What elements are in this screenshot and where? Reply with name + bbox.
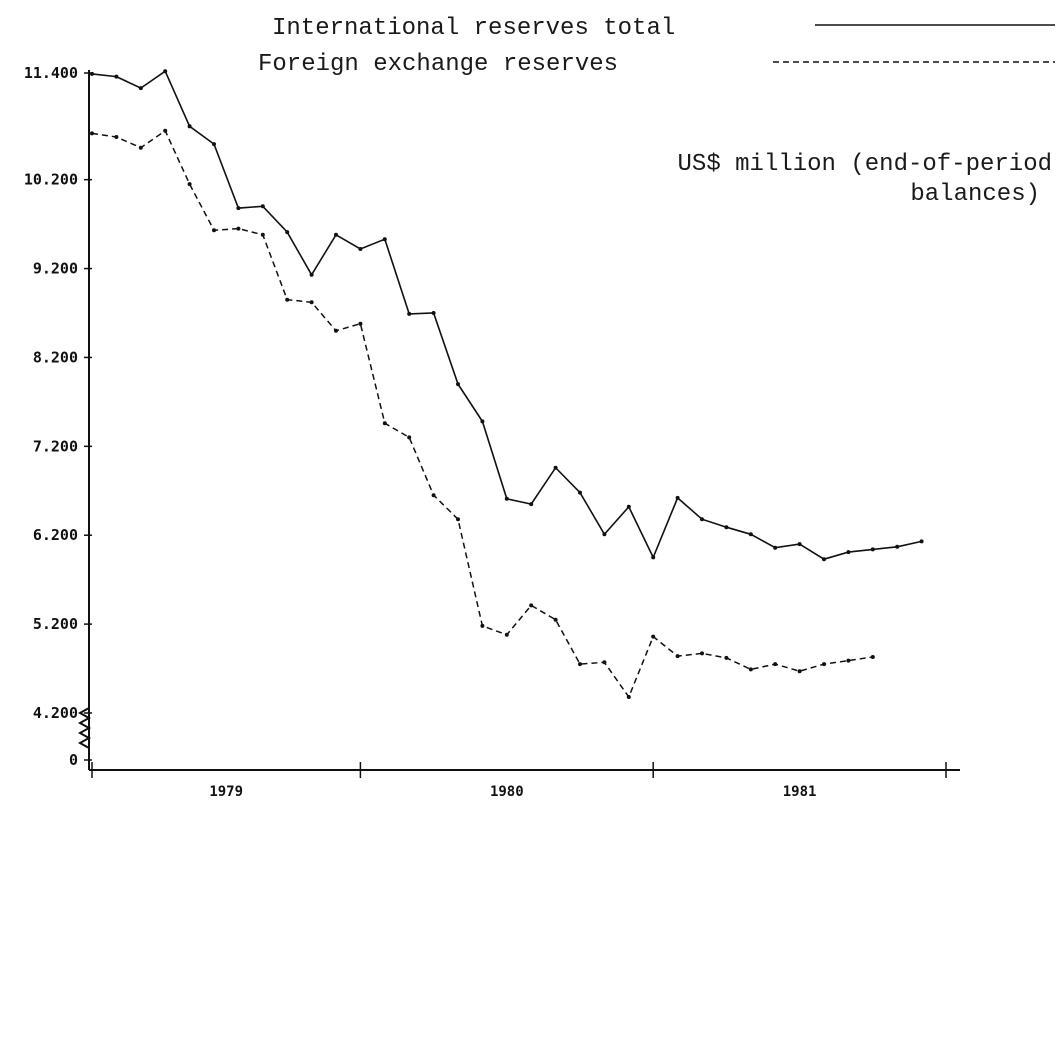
data-point-fx — [138, 145, 143, 150]
x-tick-label: 1979 — [209, 784, 243, 800]
series-line-fx — [91, 129, 873, 699]
unit-note-line-2: balances) — [910, 181, 1040, 208]
data-point-fx — [773, 662, 778, 667]
data-point-fx — [212, 228, 216, 233]
data-point-total — [358, 247, 363, 251]
data-point-fx — [407, 435, 412, 440]
data-point-total — [626, 504, 631, 509]
data-point-total — [431, 311, 436, 315]
y-tick-label: 0 — [69, 751, 78, 769]
data-point-fx — [675, 654, 680, 659]
data-point-fx — [602, 660, 607, 665]
y-tick-label: 7.200 — [33, 437, 78, 455]
data-point-fx — [504, 632, 509, 637]
data-point-total — [407, 311, 412, 316]
unit-note: US$ million (end-of-period balances) — [678, 151, 1052, 208]
legend: International reserves total Foreign exc… — [258, 15, 1055, 78]
data-point-fx — [236, 226, 241, 231]
data-point-total — [724, 525, 729, 530]
y-ticks: 11.400 10.200 9.200 8.200 7.200 6.200 5.200 4.2… — [24, 64, 92, 769]
data-point-total — [236, 206, 241, 211]
data-point-total — [90, 71, 94, 76]
data-point-total — [773, 545, 778, 550]
y-tick-label: 5.200 — [33, 615, 78, 633]
data-point-fx — [626, 695, 631, 699]
data-point-total — [700, 517, 704, 522]
data-point-total — [456, 382, 460, 387]
data-point-fx — [529, 603, 534, 608]
data-point-fx — [382, 421, 387, 426]
data-point-total — [602, 532, 607, 537]
legend-label-total: International reserves total — [272, 15, 675, 42]
x-tick-label: 1981 — [783, 784, 817, 800]
y-tick-label: 10.200 — [24, 171, 78, 189]
data-point-total — [870, 547, 875, 552]
data-point-total — [138, 86, 143, 91]
data-point-total — [260, 204, 265, 209]
data-point-fx — [748, 667, 753, 672]
data-point-fx — [187, 182, 192, 187]
data-point-total — [163, 69, 168, 74]
data-point-total — [553, 465, 558, 470]
data-point-fx — [114, 135, 119, 139]
data-point-total — [504, 496, 509, 501]
data-point-fx — [358, 321, 363, 326]
data-point-fx — [334, 328, 338, 333]
series-layer — [90, 69, 924, 699]
data-point-fx — [431, 493, 436, 498]
data-point-fx — [846, 658, 851, 663]
data-point-total — [212, 142, 216, 147]
data-point-total — [187, 124, 192, 129]
data-point-fx — [480, 623, 485, 628]
y-tick-label: 6.200 — [33, 526, 78, 544]
data-point-fx — [260, 232, 265, 237]
data-point-fx — [651, 634, 656, 639]
data-point-fx — [578, 662, 582, 667]
data-point-total — [919, 539, 924, 544]
data-point-fx — [553, 617, 558, 622]
y-tick-label: 9.200 — [33, 260, 78, 278]
data-point-fx — [870, 655, 875, 659]
series-line-total — [91, 69, 922, 561]
x-tick-label: 1980 — [490, 784, 524, 800]
y-tick-label: 11.400 — [24, 64, 78, 82]
data-point-total — [529, 502, 534, 507]
data-point-fx — [456, 517, 460, 522]
data-point-fx — [700, 651, 704, 656]
legend-label-fx: Foreign exchange reserves — [258, 51, 618, 78]
data-point-total — [285, 230, 290, 235]
data-point-total — [114, 74, 119, 79]
data-point-total — [822, 557, 826, 562]
y-axis-break — [77, 707, 92, 749]
axes — [77, 70, 960, 771]
data-point-total — [651, 555, 656, 560]
y-tick-label: 4.200 — [33, 704, 78, 722]
y-tick-label: 8.200 — [33, 348, 78, 366]
data-point-fx — [724, 655, 729, 660]
data-point-fx — [90, 131, 94, 136]
data-point-total — [578, 490, 582, 495]
data-point-fx — [822, 662, 826, 667]
data-point-total — [480, 419, 485, 424]
data-point-fx — [309, 300, 314, 305]
data-point-total — [748, 532, 753, 537]
data-point-total — [846, 550, 851, 555]
data-point-fx — [797, 669, 802, 674]
data-point-total — [895, 544, 900, 549]
unit-note-line-1: US$ million (end-of-period — [678, 151, 1052, 178]
data-point-fx — [163, 128, 168, 133]
data-point-total — [382, 237, 387, 242]
data-point-total — [797, 542, 802, 547]
data-point-total — [309, 272, 314, 277]
data-point-total — [334, 232, 338, 237]
x-ticks: 1979 1980 1981 — [91, 762, 947, 800]
data-point-total — [675, 495, 680, 500]
data-point-fx — [285, 297, 290, 302]
